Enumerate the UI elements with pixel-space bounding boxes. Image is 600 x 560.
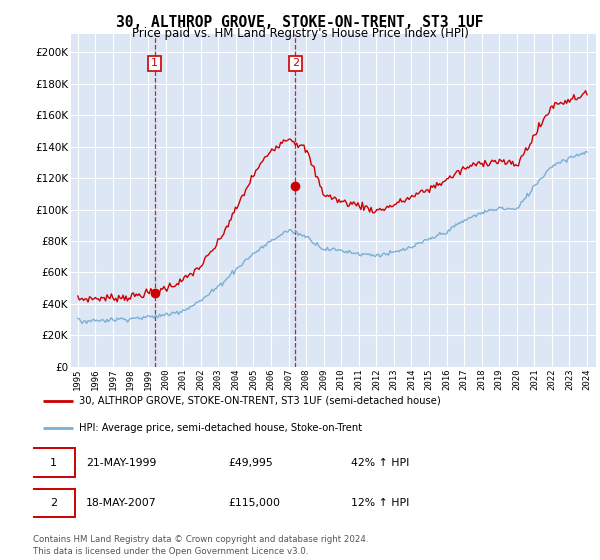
Text: 42% ↑ HPI: 42% ↑ HPI	[351, 458, 409, 468]
FancyBboxPatch shape	[32, 488, 76, 517]
Text: HPI: Average price, semi-detached house, Stoke-on-Trent: HPI: Average price, semi-detached house,…	[79, 423, 362, 433]
Text: 1: 1	[50, 458, 57, 468]
Text: £49,995: £49,995	[229, 458, 273, 468]
Text: £115,000: £115,000	[229, 498, 280, 508]
Text: 18-MAY-2007: 18-MAY-2007	[86, 498, 157, 508]
Text: 21-MAY-1999: 21-MAY-1999	[86, 458, 157, 468]
Text: Price paid vs. HM Land Registry's House Price Index (HPI): Price paid vs. HM Land Registry's House …	[131, 27, 469, 40]
Text: 2: 2	[50, 498, 57, 508]
Text: Contains HM Land Registry data © Crown copyright and database right 2024.
This d: Contains HM Land Registry data © Crown c…	[33, 535, 368, 556]
FancyBboxPatch shape	[32, 449, 76, 477]
Text: 12% ↑ HPI: 12% ↑ HPI	[351, 498, 409, 508]
Text: 2: 2	[292, 58, 299, 68]
Text: 30, ALTHROP GROVE, STOKE-ON-TRENT, ST3 1UF (semi-detached house): 30, ALTHROP GROVE, STOKE-ON-TRENT, ST3 1…	[79, 396, 440, 406]
Text: 1: 1	[151, 58, 158, 68]
Text: 30, ALTHROP GROVE, STOKE-ON-TRENT, ST3 1UF: 30, ALTHROP GROVE, STOKE-ON-TRENT, ST3 1…	[116, 15, 484, 30]
